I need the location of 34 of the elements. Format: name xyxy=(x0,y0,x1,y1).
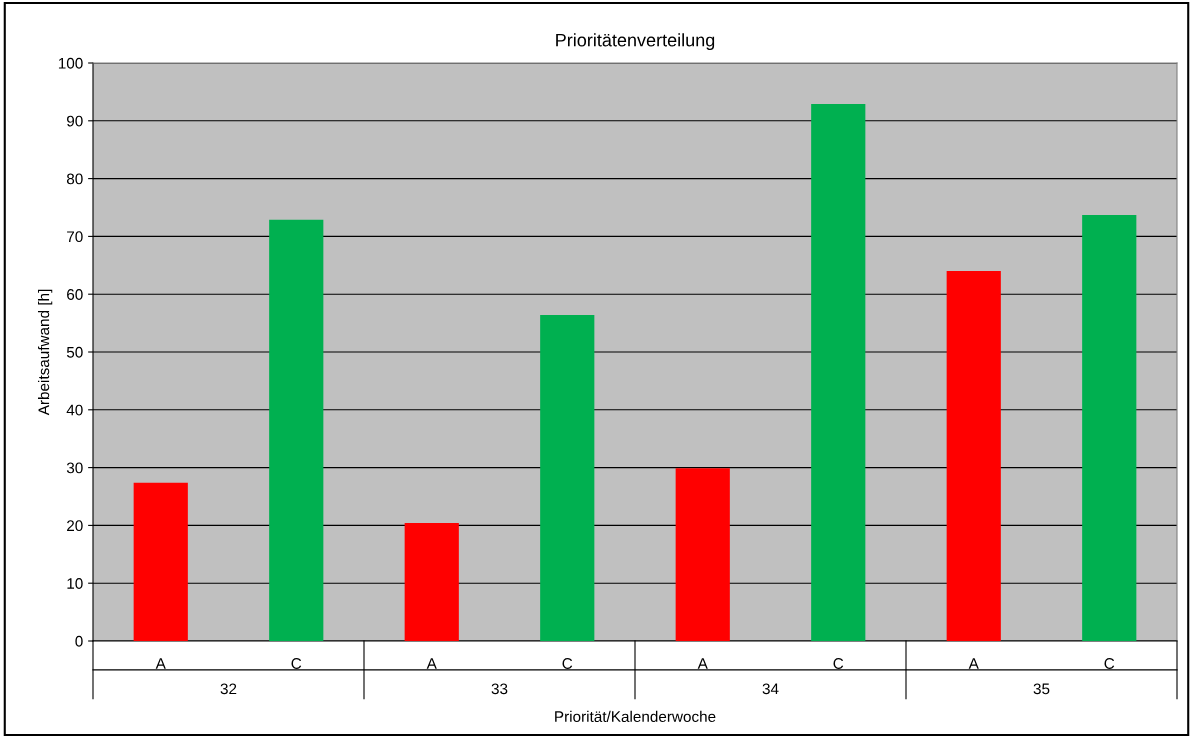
text: 34 xyxy=(762,683,779,695)
y-tick-label: 50 xyxy=(66,346,83,358)
y-tick-label: 30 xyxy=(66,462,83,474)
y-tick-label: 10 xyxy=(67,578,83,589)
bar xyxy=(404,523,459,641)
bar xyxy=(133,482,188,641)
x-tick-label: C xyxy=(562,658,573,669)
y-tick-label: 80 xyxy=(66,173,83,185)
y-tick-label: 40 xyxy=(66,404,83,416)
text: 35 xyxy=(1033,683,1050,695)
bar xyxy=(269,219,324,641)
bar xyxy=(946,271,1001,641)
x-tick-label: A xyxy=(968,658,979,669)
x-tick-label: C xyxy=(1104,658,1115,669)
y-tick-label: 70 xyxy=(67,231,83,243)
y-axis-title: Arbeitsaufwand [h] xyxy=(37,289,53,416)
text: 32 xyxy=(220,683,237,695)
bar xyxy=(540,315,595,641)
text: 33 xyxy=(491,683,508,695)
x-tick-label: C xyxy=(833,658,844,669)
x-tick-label: A xyxy=(697,658,708,669)
y-tick-label: 0 xyxy=(75,635,83,647)
bar xyxy=(1082,215,1137,641)
y-tick-label: 20 xyxy=(67,520,83,532)
x-tick-label: A xyxy=(155,658,166,669)
x-tick-label: C xyxy=(291,658,302,669)
bar xyxy=(675,468,730,641)
x-tick-label: A xyxy=(426,658,437,669)
y-tick-label: 60 xyxy=(67,289,83,300)
x-axis-title: Priorität/Kalenderwoche xyxy=(555,710,716,723)
y-tick-label: 100 xyxy=(58,57,83,69)
y-tick-label: 90 xyxy=(67,115,83,127)
chart-title: Prioritätenverteilung xyxy=(556,33,715,51)
bar xyxy=(811,104,866,641)
